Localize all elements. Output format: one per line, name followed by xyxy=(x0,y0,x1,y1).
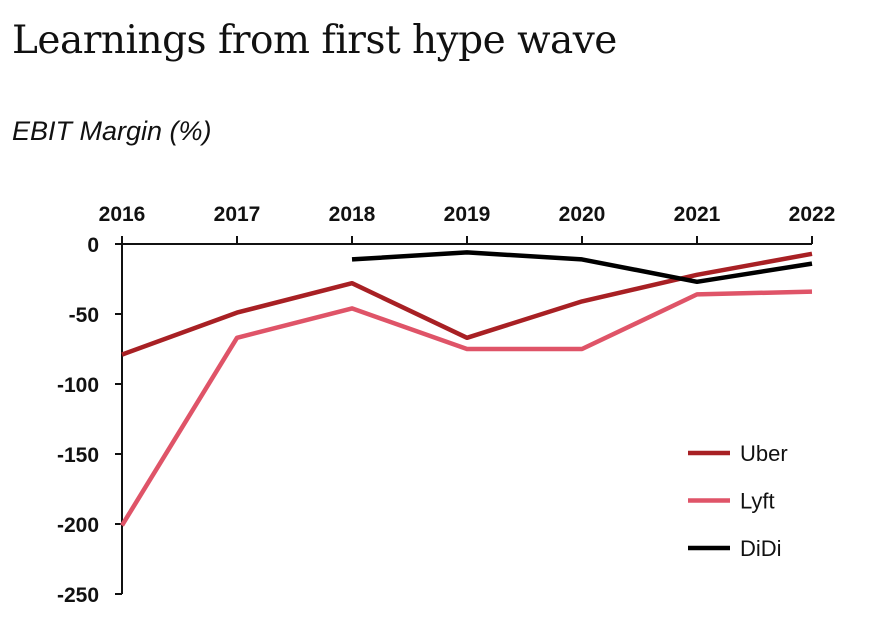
y-tick-label: -100 xyxy=(57,374,99,397)
x-tick-label: 2020 xyxy=(559,203,606,226)
series-line-didi xyxy=(351,250,813,285)
x-tick-label: 2017 xyxy=(214,203,261,226)
y-tick-label: -250 xyxy=(57,584,99,607)
x-tick-label: 2021 xyxy=(674,203,721,226)
x-tick-label: 2022 xyxy=(789,203,836,226)
chart-subtitle: EBIT Margin (%) xyxy=(12,116,212,146)
chart-title: Learnings from first hype wave xyxy=(12,18,617,63)
legend-label-uber: Uber xyxy=(740,441,788,466)
y-tick-label: -200 xyxy=(57,514,99,537)
y-tick-label: -50 xyxy=(69,304,99,327)
series-line-uber xyxy=(121,251,813,357)
x-tick-label: 2016 xyxy=(99,203,146,226)
legend-label-lyft: Lyft xyxy=(740,489,775,514)
series-line-lyft xyxy=(120,289,813,527)
x-tick-label: 2019 xyxy=(444,203,491,226)
y-tick-label: -150 xyxy=(57,444,99,467)
y-tick-label: 0 xyxy=(87,234,99,257)
legend-label-didi: DiDi xyxy=(740,536,782,561)
x-tick-label: 2018 xyxy=(329,203,376,226)
